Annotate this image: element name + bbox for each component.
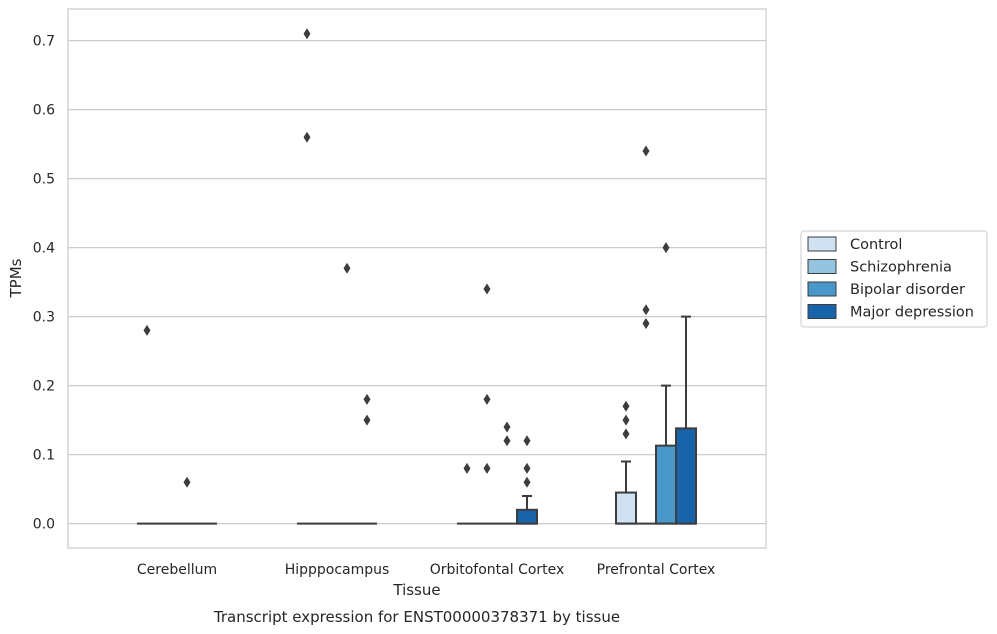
outlier-point bbox=[622, 428, 630, 440]
box-layer bbox=[137, 315, 697, 525]
x-tick-label: Cerebellum bbox=[137, 562, 217, 578]
outlier-point bbox=[463, 462, 471, 474]
outlier-point bbox=[523, 476, 531, 488]
x-axis-title: Tissue bbox=[392, 581, 440, 599]
y-tick-labels: 0.0 0.1 0.2 0.3 0.4 0.5 0.6 0.7 bbox=[33, 34, 55, 533]
legend-swatch bbox=[807, 236, 837, 252]
outlier-point bbox=[503, 435, 511, 447]
y-tick-label: 0.3 bbox=[33, 310, 55, 326]
outlier-point bbox=[483, 462, 491, 474]
legend-swatch bbox=[807, 259, 837, 274]
outlier-layer bbox=[143, 28, 670, 488]
chart-caption: Transcript expression for ENST0000037837… bbox=[213, 608, 620, 626]
y-tick-label: 0.4 bbox=[33, 241, 55, 257]
outlier-point bbox=[662, 242, 670, 254]
legend-label: Major depression bbox=[850, 305, 974, 321]
grid-lines bbox=[68, 39, 766, 525]
outlier-point bbox=[622, 400, 630, 412]
outlier-point bbox=[483, 283, 491, 295]
y-tick-label: 0.6 bbox=[33, 103, 55, 119]
legend-swatch bbox=[807, 281, 837, 297]
legend-swatch bbox=[807, 304, 837, 319]
outlier-point bbox=[303, 28, 311, 40]
plot-frame bbox=[67, 8, 767, 549]
legend-label: Control bbox=[850, 237, 902, 253]
outlier-point bbox=[363, 393, 371, 405]
outlier-point bbox=[303, 131, 311, 143]
legend: Control Schizophrenia Bipolar disorder Majo… bbox=[800, 230, 988, 328]
outlier-point bbox=[642, 304, 650, 316]
box-bipolar-disorder bbox=[655, 384, 677, 525]
x-tick-labels: Cerebellum Hipppocampus Orbitofontal Corte… bbox=[137, 562, 715, 578]
outlier-point bbox=[483, 393, 491, 405]
y-tick-label: 0.7 bbox=[33, 34, 55, 50]
outlier-point bbox=[343, 262, 351, 274]
legend-frame bbox=[800, 230, 988, 328]
box-control bbox=[615, 460, 637, 525]
outlier-point bbox=[642, 145, 650, 157]
y-tick-label: 0.2 bbox=[33, 379, 55, 395]
outlier-point bbox=[183, 476, 191, 488]
box-body bbox=[516, 508, 538, 525]
y-axis-title: TPMs bbox=[7, 258, 25, 298]
box-body bbox=[675, 427, 697, 525]
y-tick-label: 0.1 bbox=[33, 448, 55, 464]
box-body bbox=[655, 444, 677, 525]
outlier-point bbox=[523, 435, 531, 447]
outlier-point bbox=[363, 414, 371, 426]
x-tick-label: Orbitofontal Cortex bbox=[430, 562, 565, 578]
box-body bbox=[615, 491, 637, 525]
box-major-depression bbox=[516, 495, 538, 525]
y-tick-label: 0.5 bbox=[33, 172, 55, 188]
legend-label: Schizophrenia bbox=[850, 260, 952, 276]
legend-label: Bipolar disorder bbox=[850, 282, 965, 298]
box-major-depression bbox=[675, 315, 697, 525]
x-tick-label: Hipppocampus bbox=[285, 562, 390, 578]
y-tick-label: 0.0 bbox=[33, 517, 55, 533]
outlier-point bbox=[523, 462, 531, 474]
outlier-point bbox=[622, 414, 630, 426]
outlier-point bbox=[503, 421, 511, 433]
outlier-point bbox=[642, 318, 650, 329]
outlier-point bbox=[143, 324, 151, 336]
x-tick-label: Prefrontal Cortex bbox=[597, 562, 716, 578]
